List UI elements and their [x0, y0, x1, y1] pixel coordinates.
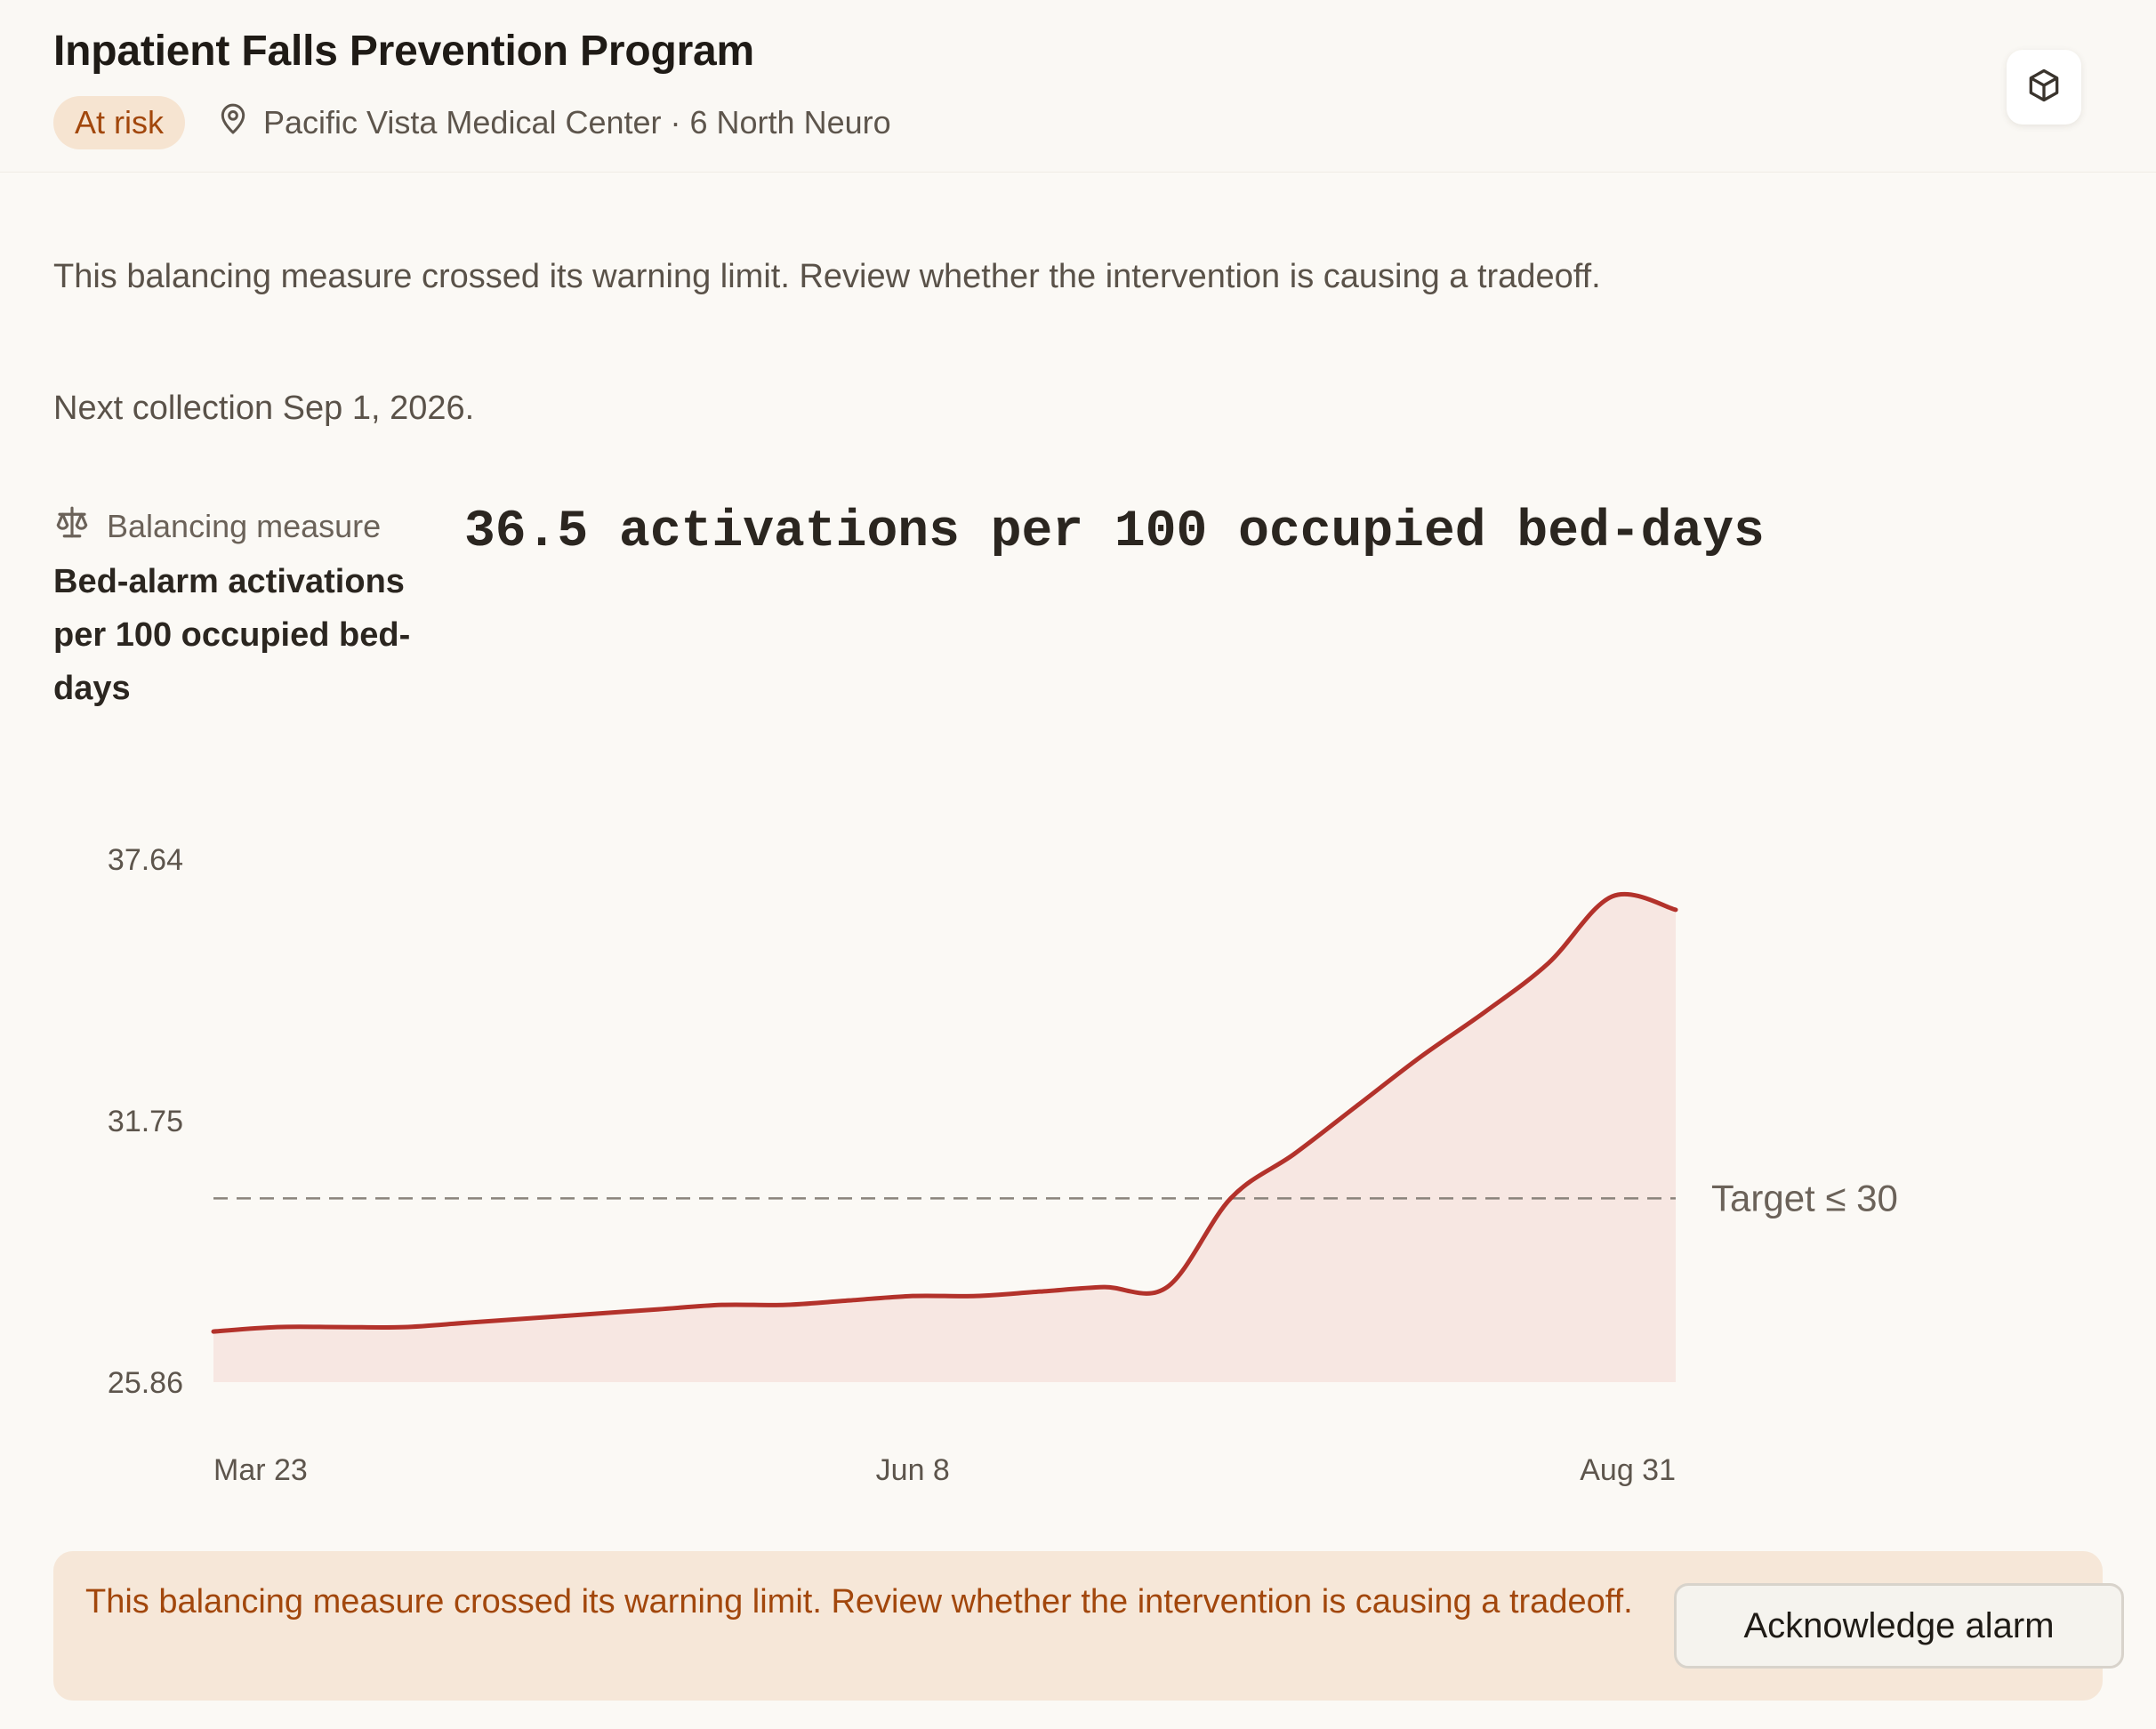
x-tick-label: Mar 23 [213, 1453, 308, 1487]
series-area [213, 894, 1676, 1382]
acknowledge-alarm-button[interactable]: Acknowledge alarm [1674, 1583, 2124, 1669]
current-value: 36.5 activations per 100 occupied bed-da… [464, 503, 1765, 561]
measure-kind: Balancing measure [53, 503, 381, 549]
page-title: Inpatient Falls Prevention Program [53, 28, 755, 75]
scale-icon [53, 503, 91, 549]
measure-kind-label: Balancing measure [107, 507, 382, 544]
status-badge: At risk [53, 96, 186, 149]
summary-text: This balancing measure crossed its warni… [53, 258, 1601, 295]
model-view-button[interactable] [2007, 50, 2081, 125]
page-header: Inpatient Falls Prevention Program At ri… [0, 0, 2156, 173]
next-collection-text: Next collection Sep 1, 2026. [53, 390, 475, 427]
alert-message: This balancing measure crossed its warni… [85, 1583, 1633, 1620]
cube-icon [2024, 66, 2063, 109]
map-pin-icon [215, 101, 251, 145]
trend-chart: Target ≤ 30 37.64 31.75 25.86 Mar 23 Jun 8 A… [108, 843, 1898, 1487]
y-tick-label: 37.64 [108, 843, 183, 877]
x-tick-label: Jun 8 [876, 1453, 950, 1487]
location-text: Pacific Vista Medical Center · 6 North N… [263, 104, 891, 141]
location: Pacific Vista Medical Center · 6 North N… [215, 96, 891, 149]
y-tick-label: 31.75 [108, 1105, 183, 1138]
series-line [211, 892, 1678, 1334]
measure-name: Bed-alarm activations per 100 occupied b… [53, 563, 411, 707]
alert-banner: This balancing measure crossed its warni… [53, 1551, 2124, 1701]
target-label: Target ≤ 30 [1711, 1177, 1898, 1218]
y-tick-label: 25.86 [108, 1366, 183, 1400]
x-tick-label: Aug 31 [1580, 1453, 1676, 1487]
